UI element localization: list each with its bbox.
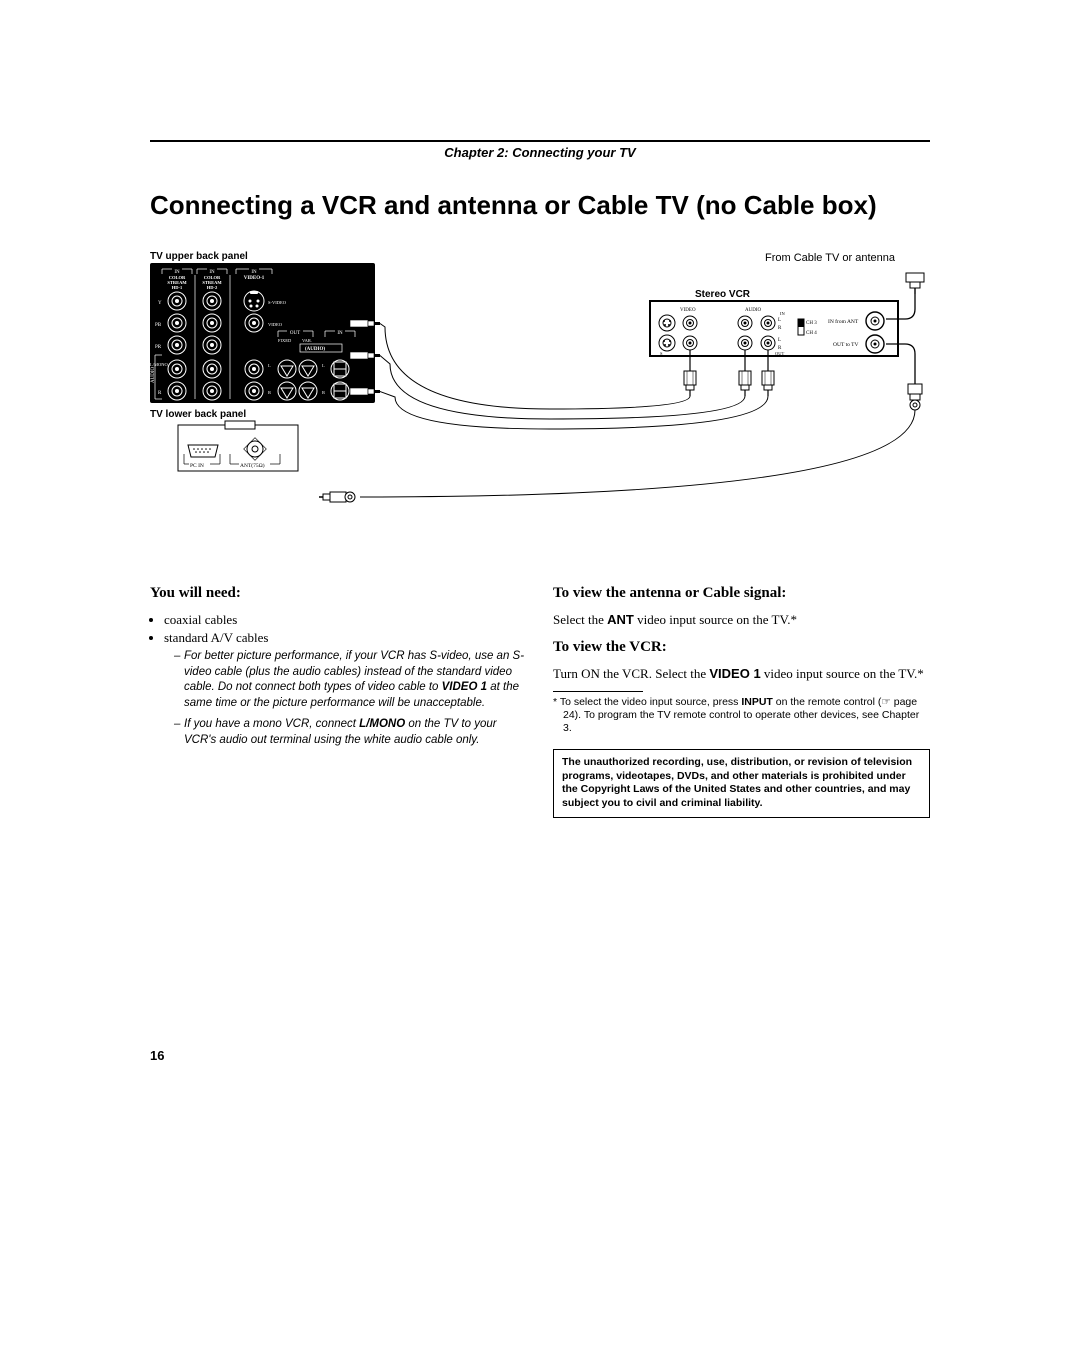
coax-plug-to-tv [319, 492, 355, 502]
svg-text:L: L [322, 363, 325, 368]
svg-text:VIDEO-1: VIDEO-1 [244, 276, 265, 281]
svg-text:FIXED: FIXED [278, 338, 292, 343]
view-vcr-text: Turn ON the VCR. Select the VIDEO 1 vide… [553, 666, 930, 683]
coax-cable-wall-to-vcr [886, 294, 915, 319]
svg-text:AUDIO: AUDIO [151, 367, 156, 383]
chapter-header: Chapter 2: Connecting your TV [150, 140, 930, 160]
svg-text:IN from ANT: IN from ANT [828, 318, 859, 325]
left-column: You will need: coaxial cables standard A… [150, 584, 527, 818]
av-cables [380, 324, 774, 430]
page-number: 16 [150, 1048, 930, 1063]
svg-text:PB: PB [155, 323, 162, 328]
view-vcr-heading: To view the VCR: [553, 638, 930, 658]
svg-text:VAR.: VAR. [302, 338, 312, 343]
svg-text:HD-1: HD-1 [172, 285, 183, 290]
svg-text:HD-2: HD-2 [207, 285, 218, 290]
right-column: To view the antenna or Cable signal: Sel… [553, 584, 930, 818]
svg-text:L/MONO: L/MONO [150, 362, 168, 367]
label-tv-lower: TV lower back panel [150, 409, 246, 420]
sub-bullet-mono: If you have a mono VCR, connect L/MONO o… [174, 717, 527, 748]
copyright-warning: The unauthorized recording, use, distrib… [553, 749, 930, 818]
page-title: Connecting a VCR and antenna or Cable TV… [150, 190, 930, 221]
svg-text:IN: IN [251, 270, 257, 275]
label-from-cable: From Cable TV or antenna [765, 252, 896, 264]
svg-text:L: L [268, 363, 271, 368]
you-will-need-heading: You will need: [150, 584, 527, 604]
svg-text:L: L [778, 318, 781, 323]
svg-text:CH 3: CH 3 [806, 321, 817, 326]
svg-text:VIDEO: VIDEO [680, 308, 696, 313]
bullet-av-cables: standard A/V cables For better picture p… [164, 630, 527, 748]
svg-text:AUDIO: AUDIO [745, 308, 761, 313]
view-antenna-heading: To view the antenna or Cable signal: [553, 584, 930, 604]
svg-text:ANT(75Ω): ANT(75Ω) [240, 462, 265, 469]
svg-text:L: L [778, 338, 781, 343]
svg-text:OUT: OUT [775, 351, 784, 356]
wall-coax-icon [906, 273, 924, 294]
svg-text:PR: PR [155, 345, 162, 350]
bullet-coaxial: coaxial cables [164, 612, 527, 629]
svg-text:OUT: OUT [290, 331, 300, 336]
footnote-rule [553, 691, 643, 692]
vcr-jacks: VIDEO AUDIO L R IN L R OUT S [659, 308, 884, 356]
coax-cable-vcr-to-tv [360, 344, 922, 497]
svg-text:R: R [322, 390, 325, 395]
svg-text:Y: Y [158, 301, 162, 306]
svg-text:S-VIDEO: S-VIDEO [268, 300, 287, 305]
svg-text:VIDEO: VIDEO [268, 322, 283, 327]
svg-text:IN: IN [780, 311, 785, 316]
label-stereo-vcr: Stereo VCR [695, 289, 751, 300]
svg-text:R: R [268, 390, 271, 395]
label-tv-upper: TV upper back panel [150, 251, 248, 262]
svg-text:OUT to TV: OUT to TV [833, 342, 858, 348]
svg-text:(AUDIO): (AUDIO) [305, 347, 325, 352]
footnote-text: * To select the video input source, pres… [553, 696, 930, 735]
sub-bullet-svideo: For better picture performance, if your … [174, 649, 527, 711]
ant-port: ANT(75Ω) [230, 438, 280, 469]
svg-text:R: R [778, 326, 782, 331]
pc-in-port: PC IN [184, 445, 220, 469]
svg-text:CH 4: CH 4 [806, 331, 817, 336]
view-antenna-text: Select the ANT video input source on the… [553, 612, 930, 629]
svg-text:IN: IN [337, 331, 343, 336]
connection-diagram: TV upper back panel IN IN IN COLOR STREA… [150, 249, 930, 539]
svg-text:PC IN: PC IN [190, 463, 204, 469]
